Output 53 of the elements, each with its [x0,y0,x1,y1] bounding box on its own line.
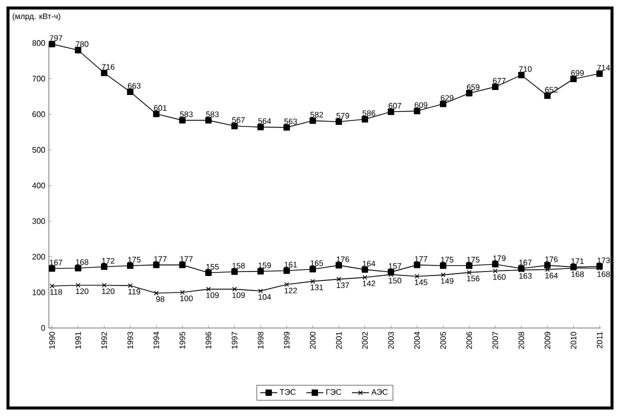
point [414,274,420,279]
point [440,262,446,269]
point [154,290,159,296]
point [414,262,420,268]
point [48,40,56,48]
point [388,108,394,115]
point [336,262,342,268]
point [205,117,212,124]
point [232,286,237,292]
point [336,118,342,125]
point [362,266,368,273]
point [258,288,263,294]
point [414,108,420,114]
point [74,264,82,272]
point [310,266,316,272]
point [284,282,290,287]
point [102,282,107,288]
point [100,264,108,270]
point [128,283,133,288]
point [466,270,472,275]
point [179,262,186,268]
point [362,116,368,122]
point [440,100,446,108]
point [206,286,211,292]
point [283,267,290,274]
point [310,278,316,284]
point [492,261,498,268]
point [100,70,108,76]
point [179,117,186,124]
point [492,268,498,274]
point [127,262,134,269]
point [518,72,525,78]
point [76,282,80,288]
point [153,110,160,118]
point [362,275,368,280]
point [310,117,316,124]
point [74,46,82,54]
point [466,90,472,96]
point [257,124,264,130]
point [231,268,238,275]
point [440,272,446,278]
point [492,84,498,90]
point [153,262,160,268]
point [127,88,134,96]
point [336,276,342,282]
point [283,124,290,131]
point [466,262,472,269]
point [596,70,603,77]
point [544,92,551,99]
point [205,270,212,276]
point [257,268,264,275]
point [180,290,185,295]
point [544,262,551,268]
